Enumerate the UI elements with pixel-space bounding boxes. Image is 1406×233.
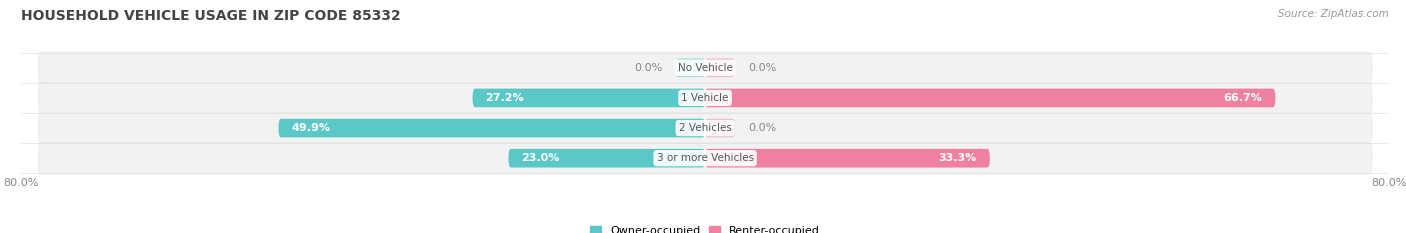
Text: 3 or more Vehicles: 3 or more Vehicles — [657, 153, 754, 163]
Text: 1 Vehicle: 1 Vehicle — [682, 93, 728, 103]
FancyBboxPatch shape — [706, 149, 990, 168]
FancyBboxPatch shape — [38, 52, 1372, 84]
Text: HOUSEHOLD VEHICLE USAGE IN ZIP CODE 85332: HOUSEHOLD VEHICLE USAGE IN ZIP CODE 8533… — [21, 9, 401, 23]
FancyBboxPatch shape — [38, 142, 1372, 174]
FancyBboxPatch shape — [706, 89, 1275, 107]
Text: 0.0%: 0.0% — [748, 63, 776, 73]
Legend: Owner-occupied, Renter-occupied: Owner-occupied, Renter-occupied — [586, 222, 824, 233]
Text: No Vehicle: No Vehicle — [678, 63, 733, 73]
Text: 27.2%: 27.2% — [485, 93, 524, 103]
FancyBboxPatch shape — [675, 58, 706, 77]
FancyBboxPatch shape — [38, 112, 1372, 144]
Text: 33.3%: 33.3% — [939, 153, 977, 163]
Text: Source: ZipAtlas.com: Source: ZipAtlas.com — [1278, 9, 1389, 19]
FancyBboxPatch shape — [706, 58, 735, 77]
FancyBboxPatch shape — [706, 119, 735, 137]
Text: 0.0%: 0.0% — [634, 63, 662, 73]
Text: 23.0%: 23.0% — [522, 153, 560, 163]
Text: 49.9%: 49.9% — [291, 123, 330, 133]
FancyBboxPatch shape — [509, 149, 706, 168]
FancyBboxPatch shape — [278, 119, 706, 137]
Text: 0.0%: 0.0% — [748, 123, 776, 133]
Text: 2 Vehicles: 2 Vehicles — [679, 123, 731, 133]
FancyBboxPatch shape — [472, 89, 706, 107]
FancyBboxPatch shape — [38, 82, 1372, 114]
Text: 66.7%: 66.7% — [1223, 93, 1263, 103]
